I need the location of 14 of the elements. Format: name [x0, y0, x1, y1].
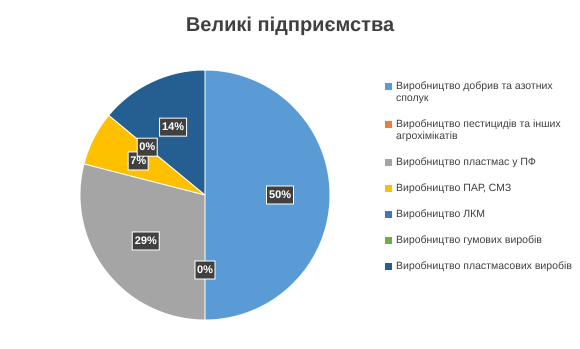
legend-label: Виробництво ПАР, СМЗ	[396, 182, 512, 194]
legend-label: Виробництво пестицидів та інших агрохімікатів	[396, 118, 562, 142]
text: 0%	[197, 264, 213, 276]
data-label: 50%	[268, 189, 292, 201]
legend-label: Виробництво пластмас у ПФ	[396, 156, 536, 168]
data-label: 14%	[162, 121, 184, 134]
legend-label: Виробництво ЛКМ	[396, 208, 486, 220]
chart-title: Великі підприємства	[184, 14, 396, 37]
data-label: 7%	[130, 154, 146, 167]
data-label: 29%	[134, 234, 157, 247]
legend-label: Виробництво пластмасових виробів	[396, 260, 572, 272]
legend-label: Виробництво добрив та азотних сполук	[396, 80, 554, 104]
text: 0%	[139, 141, 156, 154]
legend-label: Виробництво гумових виробів	[396, 234, 542, 246]
